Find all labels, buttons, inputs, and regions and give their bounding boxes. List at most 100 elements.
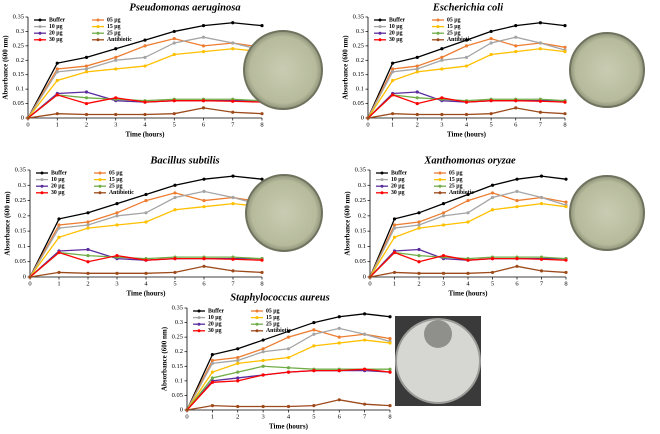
y-tick-label: 0.3 xyxy=(356,28,364,35)
x-tick-label: 1 xyxy=(391,121,394,128)
data-point xyxy=(466,258,470,262)
x-tick-label: 7 xyxy=(540,280,544,287)
data-point xyxy=(261,364,265,368)
data-point xyxy=(231,99,235,103)
data-point xyxy=(417,271,421,275)
data-point xyxy=(564,205,568,209)
x-tick-label: 5 xyxy=(490,121,493,128)
legend-marker xyxy=(380,171,384,175)
series-line xyxy=(369,202,567,278)
legend-marker xyxy=(38,25,42,29)
data-point xyxy=(114,58,118,62)
data-point xyxy=(337,326,341,330)
legend-label: 05 µg xyxy=(109,170,123,176)
legend-label: 25 µg xyxy=(266,322,280,328)
data-point xyxy=(490,183,495,187)
data-point xyxy=(231,257,235,261)
data-point xyxy=(57,223,61,227)
y-tick-label: 0.1 xyxy=(18,243,26,250)
legend-marker xyxy=(98,184,102,188)
legend-marker xyxy=(378,18,382,22)
data-point xyxy=(57,250,61,255)
x-tick-label: 8 xyxy=(563,121,566,128)
data-point xyxy=(114,55,118,60)
legend-marker xyxy=(98,171,102,175)
data-point xyxy=(202,205,206,209)
y-tick-label: 0.15 xyxy=(355,228,366,235)
chart-title: Pseudomonas aeruginosa xyxy=(129,2,240,13)
data-point xyxy=(441,271,446,275)
legend-marker xyxy=(438,191,442,195)
x-tick-label: 0 xyxy=(185,413,188,420)
y-tick-label: 0.1 xyxy=(175,377,183,384)
x-axis-label: Time (hours) xyxy=(447,131,487,139)
legend-marker xyxy=(436,38,440,42)
y-tick-label: 0.3 xyxy=(358,182,366,189)
data-point xyxy=(388,367,392,371)
legend-label: 10 µg xyxy=(51,177,65,183)
legend-label: 10 µg xyxy=(391,177,405,183)
data-point xyxy=(363,367,367,371)
data-point xyxy=(172,112,176,116)
data-point xyxy=(144,198,148,203)
data-point xyxy=(231,21,235,25)
y-tick-label: 0.35 xyxy=(13,13,24,20)
data-point xyxy=(564,270,568,275)
data-point xyxy=(231,41,235,45)
series-line xyxy=(186,399,391,411)
data-point xyxy=(441,214,446,218)
legend-label: 20 µg xyxy=(208,322,222,328)
data-point xyxy=(286,366,291,370)
data-point xyxy=(55,67,59,71)
data-point xyxy=(143,44,147,48)
legend-label: 30 µg xyxy=(391,190,405,196)
data-point xyxy=(86,211,90,215)
legend-marker xyxy=(40,191,44,195)
x-tick-label: 1 xyxy=(56,121,59,128)
data-point xyxy=(260,24,264,28)
data-point xyxy=(115,214,119,218)
data-point xyxy=(464,38,469,42)
legend-label: 10 µg xyxy=(389,24,403,30)
data-point xyxy=(466,198,470,203)
data-point xyxy=(144,192,148,197)
data-point xyxy=(143,112,147,117)
data-point xyxy=(173,270,177,275)
chart-title: Xanthomonas oryzae xyxy=(423,155,516,166)
legend-marker xyxy=(380,178,384,182)
data-point xyxy=(415,70,419,74)
data-point xyxy=(202,198,206,203)
x-tick-label: 5 xyxy=(491,280,494,287)
data-point xyxy=(392,223,397,227)
data-point xyxy=(440,58,444,62)
x-tick-label: 6 xyxy=(514,121,518,128)
legend-label: 15 µg xyxy=(447,24,461,30)
legend-marker xyxy=(380,184,384,188)
petri-dish xyxy=(569,32,645,108)
legend-label: Antibiotic xyxy=(449,190,474,196)
data-point xyxy=(441,202,446,206)
y-tick-label: 0.35 xyxy=(15,166,26,173)
series-line xyxy=(29,265,263,278)
petri-dish xyxy=(245,174,323,252)
data-point xyxy=(417,223,421,227)
data-point xyxy=(261,347,265,351)
x-tick-label: 8 xyxy=(260,280,263,287)
y-tick-label: 0.05 xyxy=(13,100,24,107)
data-point xyxy=(236,347,240,351)
data-point xyxy=(489,99,493,103)
data-point xyxy=(84,101,89,106)
data-point xyxy=(312,369,316,373)
x-tick-label: 5 xyxy=(173,121,176,128)
data-point xyxy=(464,112,469,117)
x-tick-label: 5 xyxy=(173,280,176,287)
data-point xyxy=(231,269,235,273)
data-point xyxy=(312,328,316,332)
data-point xyxy=(202,177,206,181)
data-point xyxy=(514,50,518,54)
data-point xyxy=(286,355,291,360)
data-point xyxy=(312,344,316,348)
data-point xyxy=(236,379,240,383)
legend-label: 25 µg xyxy=(447,31,461,37)
y-tick-label: 0.15 xyxy=(353,71,364,78)
